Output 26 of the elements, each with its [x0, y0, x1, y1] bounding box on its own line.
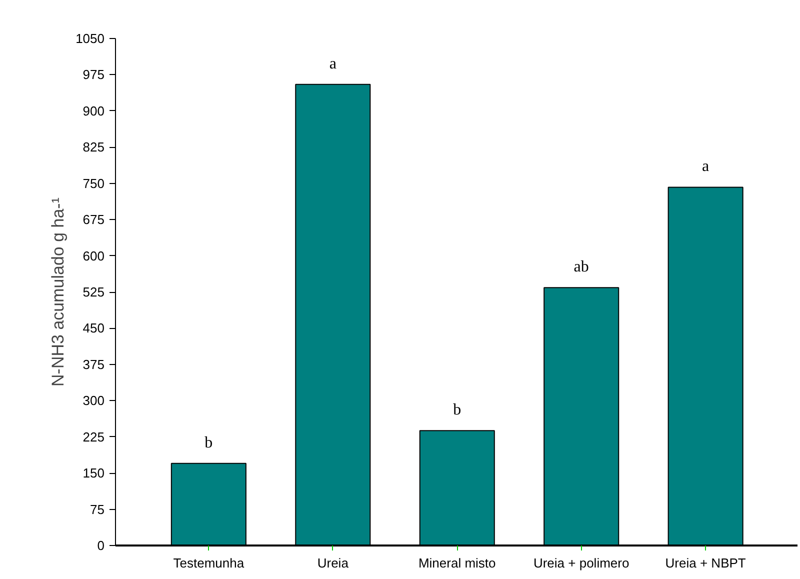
y-axis-title: N-NH3 acumulado g ha-¹ — [48, 197, 68, 386]
y-tick-label: 1050 — [76, 31, 104, 46]
x-tick-label: Mineral misto — [418, 556, 496, 570]
y-tick-label: 675 — [82, 212, 105, 228]
x-tick-label: Ureia + NBPT — [665, 556, 746, 570]
y-tick-label: 975 — [82, 67, 105, 82]
y-tick-label: 0 — [97, 538, 105, 553]
annotation: b — [453, 402, 462, 419]
y-tick-label: 525 — [82, 284, 105, 300]
y-tick-label: 900 — [82, 103, 105, 118]
annotation: b — [204, 434, 213, 452]
y-tick-label: 150 — [82, 466, 105, 481]
annotation: a — [329, 55, 336, 72]
annotation: ab — [574, 258, 589, 276]
y-tick-label: 750 — [82, 176, 105, 191]
y-tick-label: 450 — [82, 320, 105, 336]
y-tick-label: 600 — [82, 248, 105, 264]
y-tick-label: 300 — [82, 393, 105, 408]
y-tick-label: 75 — [90, 502, 105, 517]
y-tick-label: 225 — [82, 429, 105, 444]
x-tick-label: Ureia — [317, 556, 350, 570]
y-tick-label: 375 — [82, 356, 105, 372]
annotation: a — [702, 158, 710, 176]
x-tick-label: Ureia + polimero — [533, 556, 630, 570]
x-tick-label: Testemunha — [173, 556, 245, 570]
y-tick-label: 825 — [82, 140, 105, 155]
